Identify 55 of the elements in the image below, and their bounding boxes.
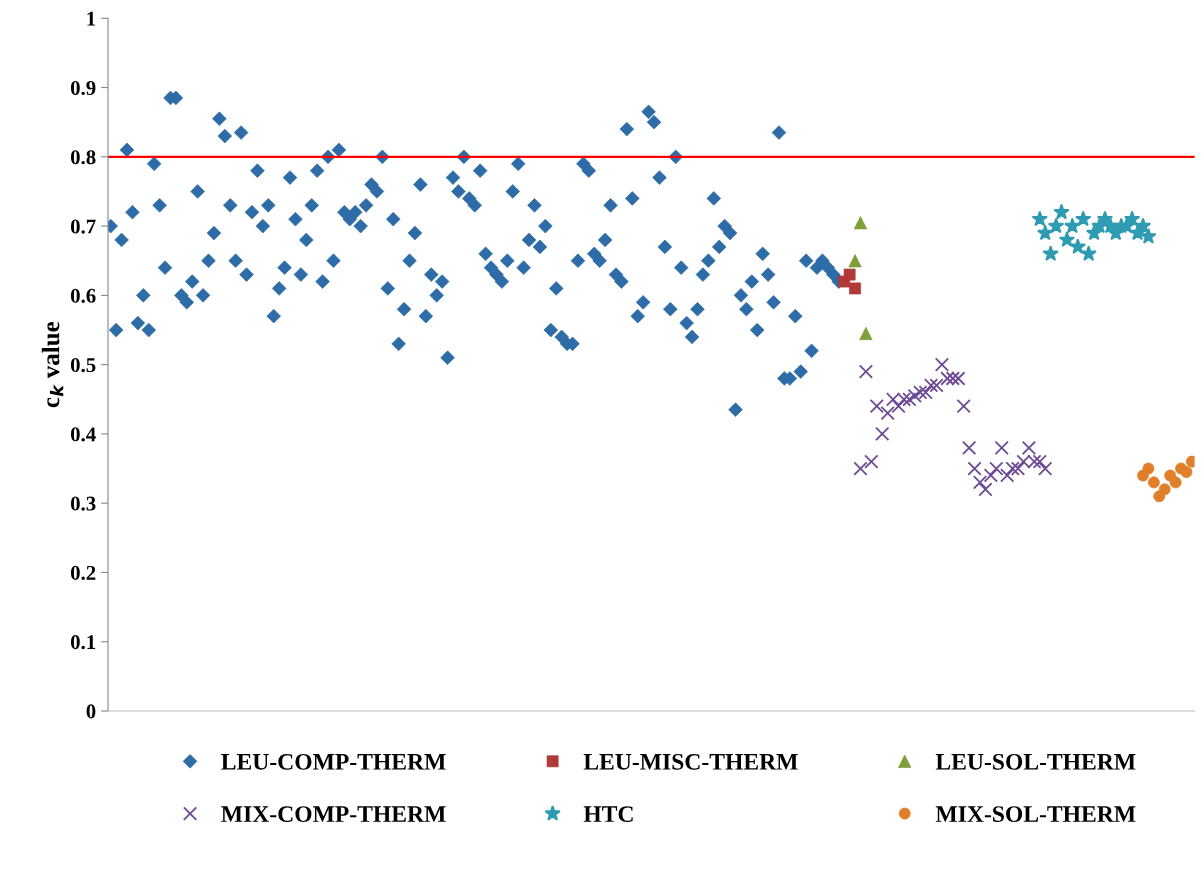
legend-label: MIX-COMP-THERM: [221, 806, 446, 823]
point: [1038, 461, 1053, 476]
point: [1134, 217, 1152, 234]
legend-label: LEU-MISC-THERM: [583, 753, 798, 770]
point: [1042, 245, 1059, 261]
y-tick-label: 1: [87, 11, 96, 26]
point: [1031, 210, 1048, 227]
y-tick-label: 0.6: [70, 288, 96, 303]
point: [961, 440, 977, 455]
legend-label: LEU-SOL-THERM: [935, 753, 1136, 770]
point: [945, 371, 960, 386]
point: [1069, 238, 1086, 254]
point: [934, 357, 950, 372]
point: [1047, 217, 1065, 234]
point: [1058, 231, 1076, 248]
legend-label: HTC: [583, 806, 633, 823]
point: [972, 475, 988, 490]
point: [967, 461, 982, 476]
point: [994, 440, 1009, 455]
y-axis-title: c$_{k}$ value: [41, 321, 64, 408]
point: [913, 385, 928, 400]
point: [1123, 210, 1141, 227]
point: [1053, 203, 1070, 220]
point: [875, 426, 890, 442]
point: [880, 405, 895, 421]
point: [923, 378, 939, 393]
y-tick-label: 0.4: [70, 427, 96, 442]
point: [853, 461, 868, 476]
point: [956, 399, 971, 414]
point: [978, 482, 993, 497]
y-tick-label: 0.2: [70, 565, 96, 580]
y-tick-label: 0: [86, 704, 96, 719]
point: [907, 388, 922, 403]
point: [1037, 224, 1054, 241]
y-tick-label: 0.9: [70, 80, 96, 96]
y-tick-label: 0.7: [70, 219, 96, 234]
y-tick-label: 0.1: [70, 635, 96, 650]
point: [864, 454, 879, 469]
legend-label: LEU-COMP-THERM: [221, 753, 446, 770]
legend-label: MIX-SOL-THERM: [935, 806, 1136, 823]
y-tick-label: 0.5: [70, 358, 96, 373]
point: [1140, 227, 1157, 244]
point: [918, 385, 933, 400]
point: [1021, 440, 1037, 455]
point: [849, 282, 861, 295]
point: [1010, 461, 1026, 476]
point: [1064, 217, 1081, 234]
point: [929, 378, 944, 393]
point: [1080, 245, 1097, 261]
y-tick-label: 0.8: [70, 150, 96, 165]
y-tick-label: 0.3: [70, 496, 96, 511]
point: [891, 399, 906, 414]
point: [869, 399, 884, 414]
point: [1075, 210, 1092, 227]
point: [858, 364, 874, 379]
